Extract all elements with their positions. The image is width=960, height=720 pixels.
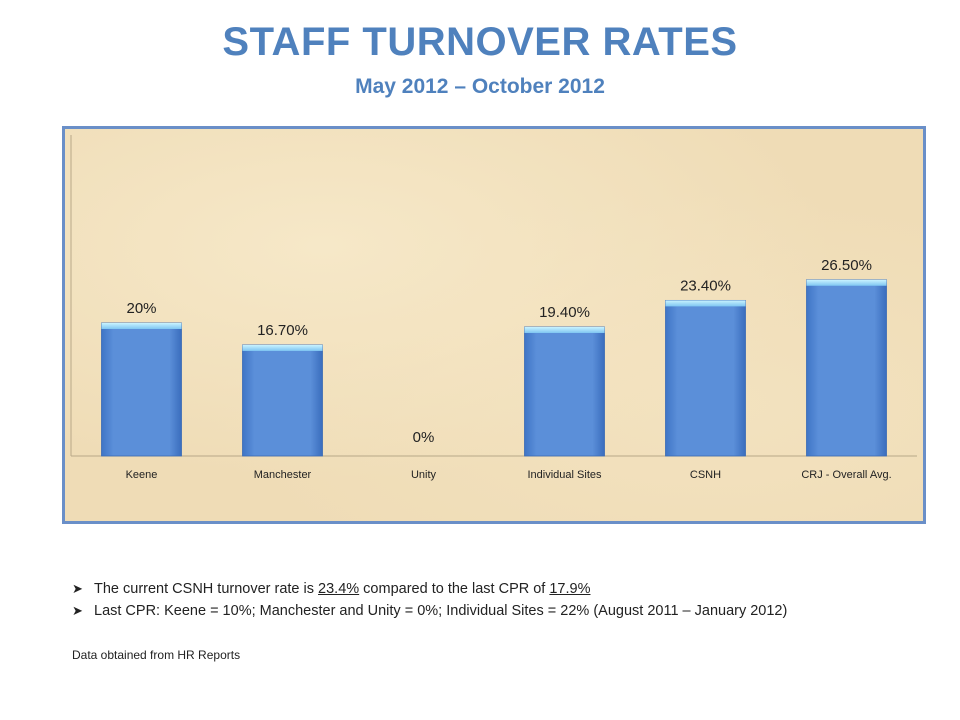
data-label-5: 26.50% [821,257,872,274]
bar-0 [101,322,182,457]
source-note: Data obtained from HR Reports [72,648,241,662]
data-label-2: 0% [413,429,435,446]
data-label-3: 19.40% [539,304,590,321]
bar-cap-4 [665,300,746,307]
data-label-0: 20% [126,300,156,317]
note-text: Last CPR: Keene = 10%; Manchester and Un… [94,603,788,619]
x-tick-label-5: CRJ - Overall Avg. [801,469,891,481]
x-tick-label-4: CSNH [690,469,721,481]
data-label-1: 16.70% [257,322,308,339]
note-item-current-rate: ➤ The current CSNH turnover rate is 23.4… [72,578,932,600]
notes-list: ➤ The current CSNH turnover rate is 23.4… [72,578,932,622]
bar-cap-0 [101,323,182,329]
bar-cap-3 [524,326,605,333]
note-item-last-cpr: ➤ Last CPR: Keene = 10%; Manchester and … [72,600,932,622]
chart-frame: 20% Keene 16.70% Manchester 0% Unity 19.40% Ind… [62,126,926,524]
current-rate-value: 23.4% [318,581,360,597]
bar-4 [665,299,746,457]
bar-1 [242,344,323,457]
bar-3 [524,326,605,457]
bar-cap-1 [242,344,323,351]
bar-5 [806,279,887,457]
bar-chart: 20% Keene 16.70% Manchester 0% Unity 19.40% Ind… [70,135,917,481]
x-tick-label-0: Keene [126,469,158,481]
page-subtitle: May 2012 – October 2012 [355,75,605,98]
x-tick-label-2: Unity [411,469,437,481]
page-title: STAFF TURNOVER RATES [222,20,738,64]
bar-cap-5 [806,279,887,286]
x-tick-label-3: Individual Sites [528,469,602,481]
x-tick-label-1: Manchester [254,469,312,481]
arrow-bullet-icon: ➤ [72,603,83,618]
data-label-4: 23.40% [680,277,731,294]
last-cpr-value: 17.9% [549,581,591,597]
arrow-bullet-icon: ➤ [72,581,83,596]
note-text: The current CSNH turnover rate is 23.4% … [94,581,591,597]
